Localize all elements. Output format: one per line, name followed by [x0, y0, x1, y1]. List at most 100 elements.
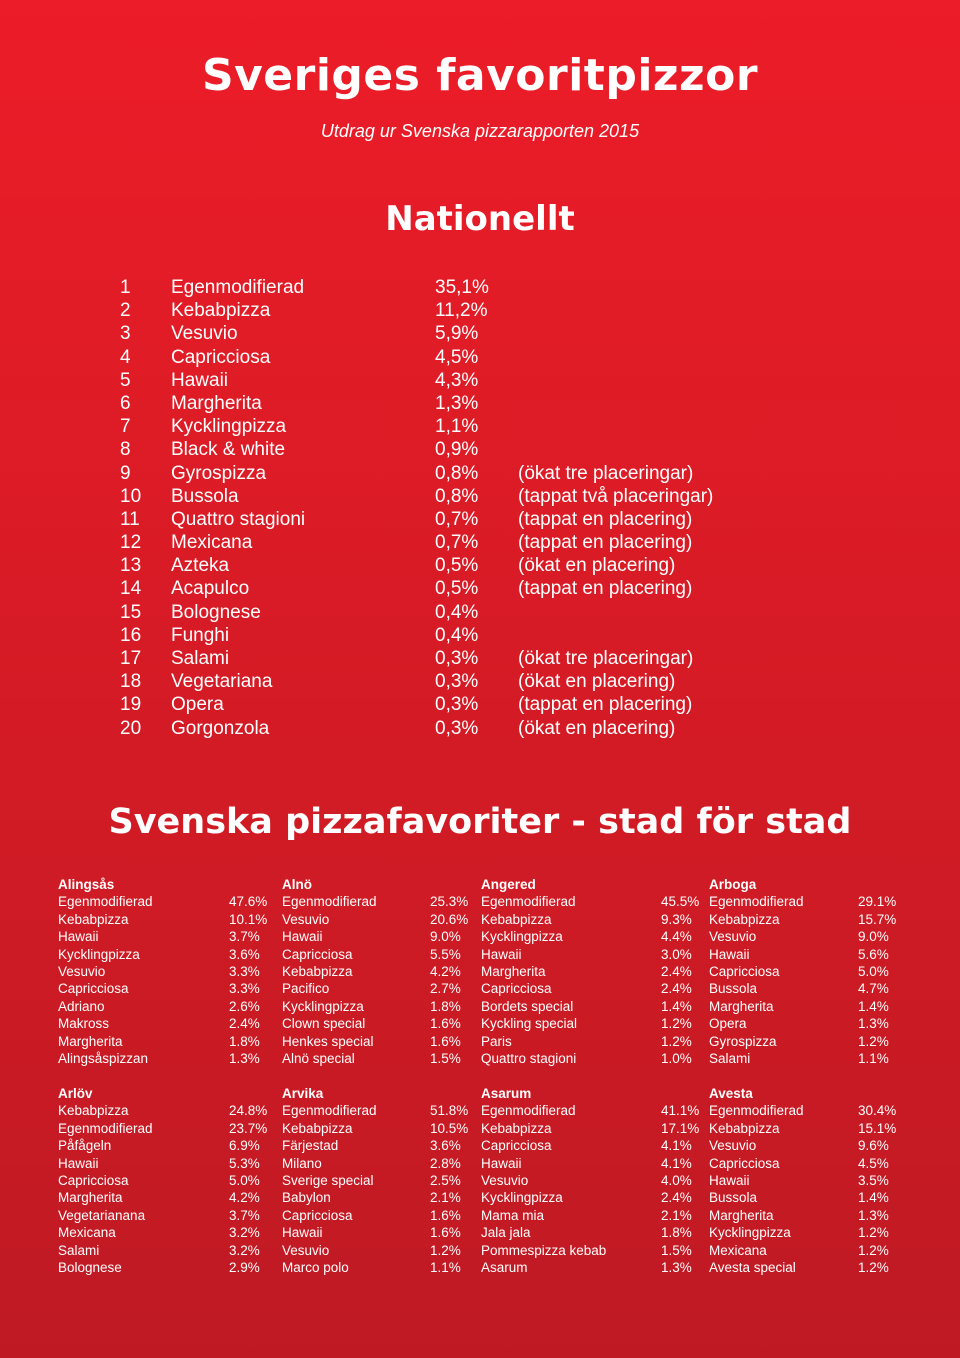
- city-pizza-name: Jala jala: [481, 1225, 531, 1241]
- city-percentage: 1.4%: [661, 998, 692, 1014]
- city-percentage: 1.3%: [858, 1207, 889, 1223]
- city-pizza-name: Pommespizza kebab: [481, 1242, 607, 1258]
- city-row: Vesuvio 1.2%: [282, 1242, 461, 1259]
- national-change-note: (ökat en placering): [518, 671, 676, 693]
- national-percentage: 4,3%: [435, 369, 479, 391]
- national-rank: 4: [120, 346, 131, 368]
- city-row: Kycklingpizza 3.6%: [58, 946, 260, 963]
- city-percentage: 5.6%: [858, 946, 889, 962]
- city-percentage: 2.8%: [430, 1155, 461, 1171]
- national-pizza-name: Acapulco: [171, 578, 250, 600]
- city-pizza-name: Henkes special: [282, 1033, 374, 1049]
- city-percentage: 17.1%: [661, 1120, 700, 1136]
- city-row: Kebabpizza 10.5%: [282, 1120, 468, 1137]
- city-row: Pommespizza kebab 1.5%: [481, 1242, 692, 1259]
- city-row: Kycklingpizza 2.4%: [481, 1189, 692, 1206]
- city-row: Hawaii 4.1%: [481, 1155, 692, 1172]
- city-percentage: 29.1%: [858, 894, 897, 910]
- city-row: Capricciosa 5.0%: [709, 963, 889, 980]
- city-percentage: 9.0%: [858, 929, 889, 945]
- national-change-note: (tappat en placering): [518, 578, 693, 600]
- city-pizza-name: Adriano: [58, 998, 105, 1014]
- city-pizza-name: Egenmodifierad: [282, 894, 377, 910]
- city-percentage: 2.4%: [661, 1190, 692, 1206]
- city-percentage: 4.5%: [858, 1155, 889, 1171]
- national-change-note: (tappat två placeringar): [518, 485, 714, 507]
- city-row: Bussola 4.7%: [709, 980, 889, 997]
- city-pizza-name: Kycklingpizza: [58, 946, 140, 962]
- national-row: 18 Vegetariana 0,3% (ökat en placering): [120, 670, 840, 693]
- national-pizza-name: Opera: [171, 694, 224, 716]
- city-pizza-name: Egenmodifierad: [282, 1103, 377, 1119]
- national-percentage: 0,7%: [435, 508, 479, 530]
- city-pizza-name: Kebabpizza: [282, 963, 353, 979]
- city-percentage: 1.8%: [229, 1033, 260, 1049]
- city-block: Arlöv Kebabpizza 24.8% Egenmodifierad 23.7% P…: [58, 1085, 267, 1276]
- city-pizza-name: Marco polo: [282, 1259, 349, 1275]
- national-pizza-name: Bussola: [171, 485, 239, 507]
- city-row: Kebabpizza 9.3%: [481, 911, 692, 928]
- city-row: Egenmodifierad 29.1%: [709, 893, 896, 910]
- national-percentage: 0,8%: [435, 462, 479, 484]
- national-rank: 14: [120, 578, 142, 600]
- national-percentage: 0,3%: [435, 717, 479, 739]
- city-percentage: 25.3%: [430, 894, 469, 910]
- city-percentage: 20.6%: [430, 911, 469, 927]
- city-row: Vesuvio 3.3%: [58, 963, 260, 980]
- national-pizza-name: Margherita: [171, 392, 262, 414]
- city-percentage: 4.2%: [229, 1190, 260, 1206]
- city-row: Bordets special 1.4%: [481, 998, 692, 1015]
- national-row: 14 Acapulco 0,5% (tappat en placering): [120, 577, 840, 600]
- city-percentage: 4.7%: [858, 981, 889, 997]
- city-pizza-name: Kycklingpizza: [709, 1225, 791, 1241]
- national-pizza-name: Funghi: [171, 624, 230, 646]
- city-percentage: 1.3%: [661, 1259, 692, 1275]
- city-pizza-name: Opera: [709, 1016, 747, 1032]
- national-pizza-name: Quattro stagioni: [171, 508, 306, 530]
- national-pizza-name: Gyrospizza: [171, 462, 267, 484]
- city-pizza-name: Egenmodifierad: [709, 1103, 804, 1119]
- national-ranking-list: 1 Egenmodifierad 35,1% 2 Kebabpizza 11,2% 3 Ves…: [120, 276, 840, 740]
- city-row: Vesuvio 4.0%: [481, 1172, 692, 1189]
- city-row: Capricciosa 2.4%: [481, 980, 692, 997]
- city-pizza-name: Capricciosa: [481, 1138, 552, 1154]
- national-rank: 11: [120, 508, 140, 530]
- city-pizza-name: Vesuvio: [709, 1138, 757, 1154]
- national-change-note: (tappat en placering): [518, 532, 693, 554]
- national-pizza-name: Bolognese: [171, 601, 261, 623]
- city-row: Kycklingpizza 1.2%: [709, 1224, 889, 1241]
- city-percentage: 5.3%: [229, 1155, 260, 1171]
- national-change-note: (tappat en placering): [518, 694, 693, 716]
- city-percentage: 3.2%: [229, 1242, 260, 1258]
- city-percentage: 1.0%: [661, 1050, 692, 1066]
- city-percentage: 1.2%: [430, 1242, 461, 1258]
- city-row: Capricciosa 5.5%: [282, 946, 461, 963]
- city-pizza-name: Clown special: [282, 1016, 366, 1032]
- page-title: Sveriges favoritpizzor: [201, 50, 759, 101]
- national-row: 20 Gorgonzola 0,3% (ökat en placering): [120, 717, 840, 740]
- city-row: Kycklingpizza 4.4%: [481, 928, 692, 945]
- city-name: Alingsås: [58, 877, 115, 892]
- city-percentage: 1.6%: [430, 1016, 461, 1032]
- city-row: Opera 1.3%: [709, 1015, 889, 1032]
- national-rank: 3: [120, 323, 131, 345]
- national-change-note: (ökat tre placeringar): [518, 648, 694, 669]
- city-row: Margherita 1.3%: [709, 1207, 889, 1224]
- city-pizza-name: Mexicana: [58, 1225, 116, 1241]
- national-percentage: 0,8%: [435, 485, 479, 507]
- city-percentage: 1.4%: [858, 1190, 889, 1206]
- national-row: 12 Mexicana 0,7% (tappat en placering): [120, 531, 840, 554]
- city-pizza-name: Capricciosa: [709, 963, 780, 979]
- city-row: Egenmodifierad 45.5%: [481, 893, 699, 910]
- national-rank: 12: [120, 532, 142, 554]
- city-row: Capricciosa 4.5%: [709, 1155, 889, 1172]
- city-name: Angered: [481, 877, 536, 892]
- city-pizza-name: Margherita: [709, 1207, 774, 1223]
- city-row: Egenmodifierad 30.4%: [709, 1102, 896, 1119]
- city-row: Clown special 1.6%: [282, 1015, 461, 1032]
- city-percentage: 47.6%: [229, 894, 268, 910]
- city-row: Vesuvio 9.0%: [709, 928, 889, 945]
- city-pizza-name: Bussola: [709, 1190, 758, 1206]
- city-row: Jala jala 1.8%: [481, 1224, 692, 1241]
- national-rank: 5: [120, 369, 131, 391]
